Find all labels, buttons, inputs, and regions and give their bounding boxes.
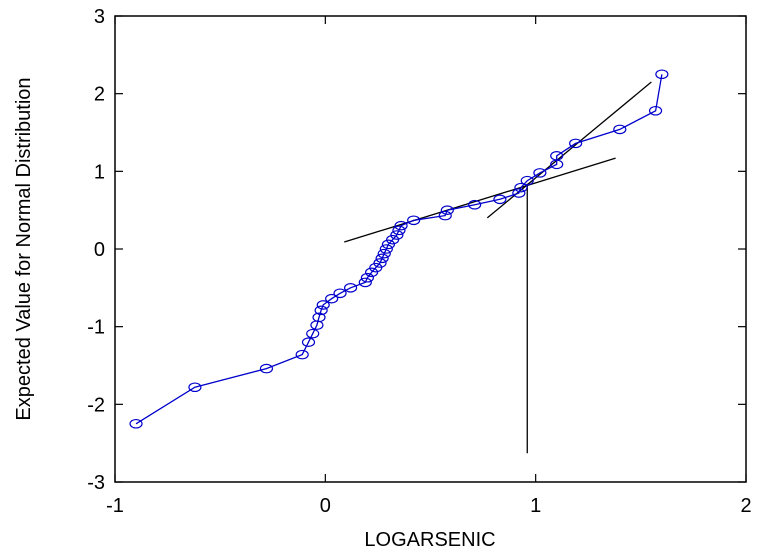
data-point	[360, 272, 374, 283]
data-point	[373, 258, 387, 268]
x-tick-label: -1	[106, 495, 124, 517]
data-point	[493, 194, 507, 205]
data-point	[188, 382, 202, 393]
data-point	[369, 262, 383, 273]
data-point	[569, 138, 583, 149]
data-point	[316, 300, 330, 310]
reference-line	[344, 157, 616, 243]
x-tick-label: 2	[740, 495, 751, 517]
data-point	[333, 288, 347, 299]
data-point	[392, 225, 406, 236]
plot-frame	[114, 15, 747, 483]
tick-labels: -1 0 1 2 -3 -2 -1 0 1 2 3	[87, 6, 751, 517]
data-series	[129, 69, 669, 429]
data-point	[440, 205, 454, 215]
reference-lines	[344, 81, 652, 454]
data-point	[301, 337, 316, 347]
data-point	[259, 363, 274, 374]
data-point	[379, 244, 393, 254]
data-point	[377, 248, 391, 259]
data-point	[365, 267, 379, 278]
y-tick-label: -3	[87, 472, 105, 494]
data-point	[129, 418, 143, 429]
data-point	[386, 234, 400, 245]
y-tick-label: 2	[94, 84, 105, 106]
data-point	[438, 210, 452, 221]
data-point	[514, 182, 528, 193]
data-point	[306, 328, 320, 339]
data-point	[520, 175, 534, 186]
data-point	[550, 151, 564, 161]
data-point	[648, 105, 663, 116]
y-tick-label: 3	[94, 6, 105, 28]
data-point	[375, 253, 389, 264]
x-axis-title: LOGARSENIC	[364, 529, 495, 551]
x-tick-label: 0	[320, 495, 331, 517]
y-tick-label: -1	[87, 317, 105, 339]
data-point	[468, 199, 482, 210]
data-point	[314, 305, 328, 316]
data-point	[358, 277, 372, 288]
y-axis-title: Expected Value for Normal Distribution	[13, 77, 35, 420]
x-tick-label: 1	[530, 495, 541, 517]
y-tick-label: -2	[87, 394, 105, 416]
data-point	[655, 69, 669, 80]
axis-ticks	[114, 15, 747, 483]
data-point	[512, 188, 526, 198]
data-point	[312, 312, 326, 323]
data-point	[394, 220, 408, 231]
data-point	[325, 293, 339, 304]
data-point	[613, 124, 627, 135]
y-tick-label: 0	[94, 239, 105, 261]
data-point	[533, 168, 547, 178]
data-point	[407, 215, 421, 226]
series-line	[135, 74, 663, 425]
y-tick-label: 1	[94, 161, 105, 183]
data-point	[381, 239, 396, 250]
data-point	[390, 230, 404, 240]
reference-line	[486, 81, 652, 219]
data-point	[343, 283, 358, 293]
data-point	[295, 349, 309, 360]
